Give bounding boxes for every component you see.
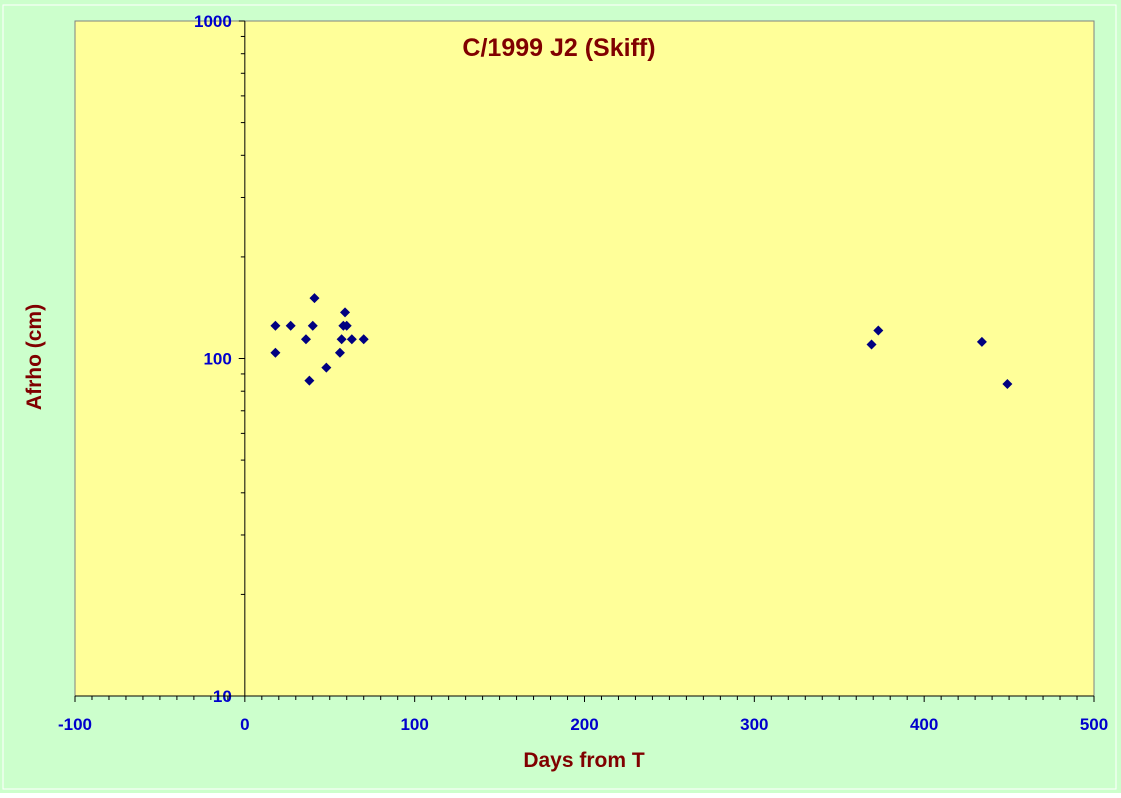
- x-tick-label: 500: [1080, 715, 1108, 734]
- x-tick-label: 0: [240, 715, 249, 734]
- data-point: [334, 347, 345, 358]
- data-point: [873, 325, 884, 336]
- data-point: [321, 362, 332, 373]
- x-tick-label: 400: [910, 715, 938, 734]
- x-axis-label: Days from T: [523, 749, 645, 772]
- data-point: [300, 334, 311, 345]
- data-point: [976, 336, 987, 347]
- minor-ticks: [74, 20, 1095, 702]
- data-point: [358, 334, 369, 345]
- data-point: [270, 347, 281, 358]
- data-point: [285, 320, 296, 331]
- y-tick-label: 100: [203, 350, 231, 369]
- data-point: [307, 320, 318, 331]
- data-point: [866, 339, 877, 350]
- y-axis-label: Afrho (cm): [23, 304, 46, 410]
- y-tick-label: 1000: [194, 12, 232, 31]
- data-point: [1002, 379, 1013, 390]
- data-points: [270, 293, 1013, 390]
- x-tick-label: 200: [570, 715, 598, 734]
- x-tick-label: 100: [400, 715, 428, 734]
- data-point: [341, 320, 352, 331]
- data-point: [340, 307, 351, 318]
- data-point: [270, 320, 281, 331]
- data-point: [309, 293, 320, 304]
- chart-border: [2, 4, 1117, 790]
- x-tick-label: 300: [740, 715, 768, 734]
- data-point: [304, 375, 315, 386]
- chart-title: C/1999 J2 (Skiff): [462, 34, 655, 62]
- x-tick-label: -100: [58, 715, 92, 734]
- data-point: [336, 334, 347, 345]
- data-point: [346, 334, 357, 345]
- x-tick-labels: -100 0 100 200 300 400 500: [58, 715, 1108, 734]
